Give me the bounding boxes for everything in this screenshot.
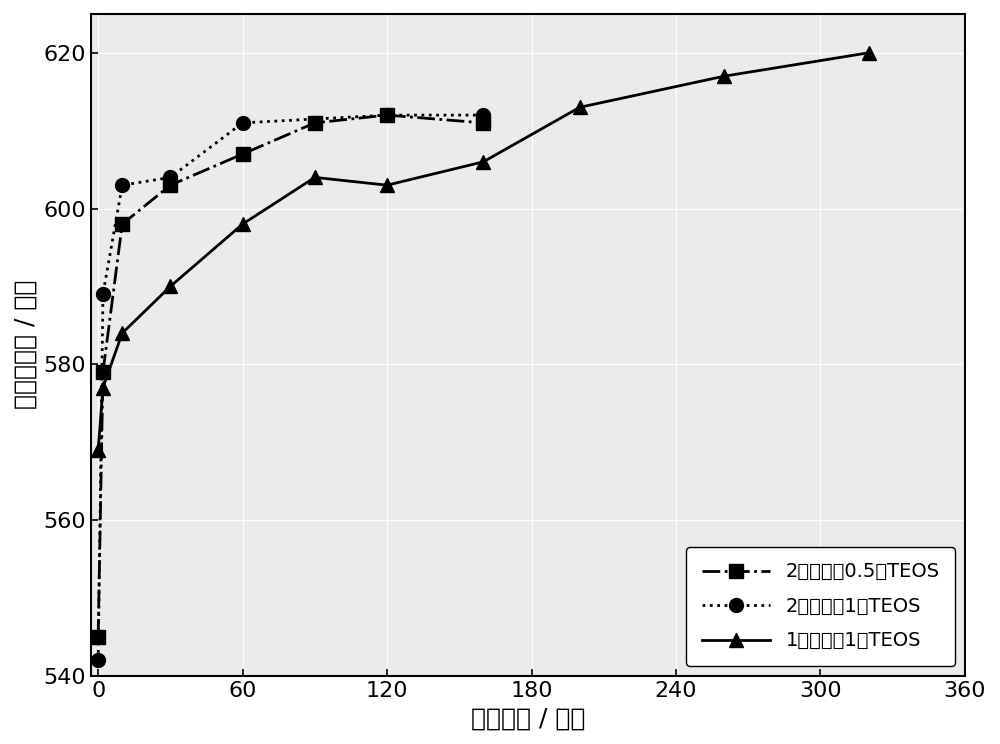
1倍氨水，1倍TEOS — [309, 173, 321, 182]
Line: 2倍氨水，0.5倍TEOS: 2倍氨水，0.5倍TEOS — [91, 108, 490, 644]
2倍氨水，0.5倍TEOS — [381, 111, 393, 120]
Legend: 2倍氨水，0.5倍TEOS, 2倍氨水，1倍TEOS, 1倍氨水，1倍TEOS: 2倍氨水，0.5倍TEOS, 2倍氨水，1倍TEOS, 1倍氨水，1倍TEOS — [686, 547, 955, 666]
2倍氨水，1倍TEOS — [92, 655, 104, 664]
2倍氨水，0.5倍TEOS — [309, 118, 321, 127]
1倍氨水，1倍TEOS — [863, 48, 875, 57]
1倍氨水，1倍TEOS — [718, 71, 730, 80]
Line: 1倍氨水，1倍TEOS: 1倍氨水，1倍TEOS — [91, 46, 876, 457]
2倍氨水，1倍TEOS — [237, 118, 249, 127]
1倍氨水，1倍TEOS — [381, 181, 393, 190]
2倍氨水，1倍TEOS — [381, 111, 393, 120]
1倍氨水，1倍TEOS — [164, 282, 176, 291]
2倍氨水，0.5倍TEOS — [164, 181, 176, 190]
2倍氨水，1倍TEOS — [116, 181, 128, 190]
2倍氨水，1倍TEOS — [97, 289, 109, 298]
1倍氨水，1倍TEOS — [116, 329, 128, 338]
2倍氨水，0.5倍TEOS — [92, 632, 104, 641]
2倍氨水，0.5倍TEOS — [477, 118, 489, 127]
2倍氨水，0.5倍TEOS — [116, 219, 128, 228]
1倍氨水，1倍TEOS — [97, 383, 109, 392]
Line: 2倍氨水，1倍TEOS: 2倍氨水，1倍TEOS — [91, 108, 490, 667]
1倍氨水，1倍TEOS — [92, 446, 104, 455]
Y-axis label: 荧光峰位置 / 纳米: 荧光峰位置 / 纳米 — [14, 280, 38, 409]
2倍氨水，1倍TEOS — [164, 173, 176, 182]
1倍氨水，1倍TEOS — [574, 103, 586, 112]
1倍氨水，1倍TEOS — [477, 158, 489, 167]
1倍氨水，1倍TEOS — [237, 219, 249, 228]
2倍氨水，0.5倍TEOS — [237, 150, 249, 158]
2倍氨水，0.5倍TEOS — [97, 368, 109, 376]
2倍氨水，1倍TEOS — [477, 111, 489, 120]
X-axis label: 回流时间 / 分钟: 回流时间 / 分钟 — [471, 706, 585, 730]
